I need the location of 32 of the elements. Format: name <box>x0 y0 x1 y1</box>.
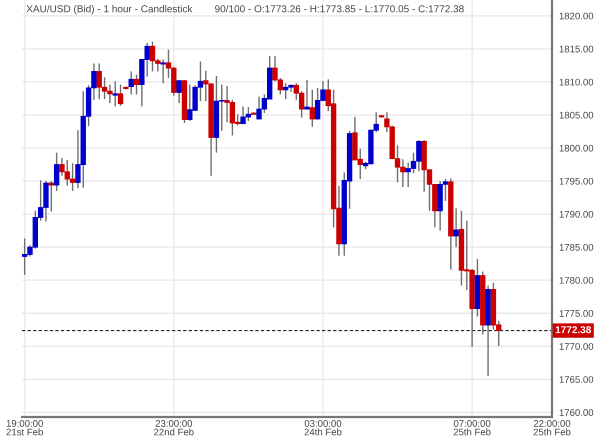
y-tick-label: 1760.00 <box>560 409 594 416</box>
ref-line-label: 1772.38 <box>556 326 592 334</box>
candlestick <box>112 80 118 108</box>
x-tick-label: 22:00:00 25th Feb <box>534 420 571 436</box>
y-tick-label: 1815.00 <box>560 46 594 52</box>
y-tick-label: 1805.00 <box>560 112 594 119</box>
y-tick-label: 1785.00 <box>560 244 594 251</box>
candlestick <box>304 79 310 110</box>
y-tick-label: 1780.00 <box>560 276 594 284</box>
candlestick <box>176 79 182 104</box>
candlestick <box>310 89 315 128</box>
candlestick <box>134 74 140 96</box>
candlestick <box>118 84 124 106</box>
y-tick-label: 1820.00 <box>560 12 594 20</box>
chart-title: XAU/USD (Bid) - 1 hour - Candlestick <box>26 5 192 14</box>
candlestick <box>128 70 134 96</box>
y-tick-label: 1770.00 <box>560 343 594 350</box>
x-tick-label: 03:00:00 24th Feb <box>304 420 342 436</box>
y-tick-label: 1800.00 <box>560 144 594 152</box>
y-tick-label: 1765.00 <box>560 376 594 383</box>
candlestick <box>54 152 60 192</box>
candlestick <box>453 207 459 248</box>
y-tick-label: 1810.00 <box>560 78 594 86</box>
candlestick <box>48 180 54 212</box>
candlestick <box>160 58 166 84</box>
y-tick-label: 1775.00 <box>560 310 594 317</box>
x-tick-label: 19:00:00 21st Feb <box>6 420 43 436</box>
x-tick-label: 07:00:00 25th Feb <box>454 420 491 436</box>
y-tick-label: 1795.00 <box>560 178 594 185</box>
y-tick-label: 1790.00 <box>560 210 594 218</box>
x-tick-label: 23:00:00 22nd Feb <box>154 420 194 436</box>
chart-subtitle: 90/100 - O:1773.26 - H:1773.85 - L:1770.05 - C:1772.38 <box>215 5 464 12</box>
